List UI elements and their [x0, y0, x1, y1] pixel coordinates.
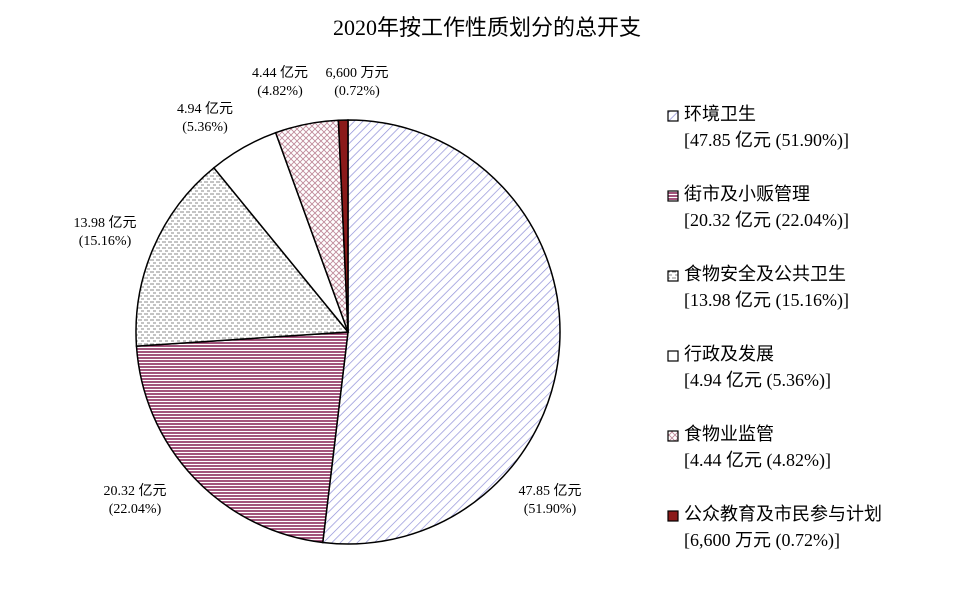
- legend-value: [20.32 亿元 (22.04%)]: [684, 210, 849, 231]
- legend-value: [4.94 亿元 (5.36%)]: [684, 370, 831, 391]
- legend-label: 行政及发展: [684, 344, 774, 364]
- data-label: 47.85 亿元: [519, 483, 582, 499]
- legend-swatch: [667, 190, 679, 202]
- data-label: 4.44 亿元: [252, 65, 308, 81]
- legend-swatch: [667, 430, 679, 442]
- legend-label: 公众教育及市民参与计划: [684, 504, 882, 524]
- pie-slice: [321, 119, 561, 545]
- legend-label: 食物业监管: [684, 424, 774, 444]
- legend-label: 食物安全及公共卫生: [684, 264, 846, 284]
- legend-swatch: [667, 510, 679, 522]
- legend-value: [13.98 亿元 (15.16%)]: [684, 290, 849, 311]
- legend-value: [47.85 亿元 (51.90%)]: [684, 130, 849, 151]
- legend-value: [4.44 亿元 (4.82%)]: [684, 450, 831, 471]
- legend-label: 环境卫生: [684, 104, 756, 124]
- legend-label: 街市及小贩管理: [684, 184, 810, 204]
- data-label: 20.32 亿元: [104, 483, 167, 499]
- data-label: 6,600 万元: [326, 66, 389, 81]
- data-label: 13.98 亿元: [74, 215, 137, 231]
- data-label: (4.82%): [257, 84, 303, 99]
- pie-slice: [135, 331, 349, 544]
- pie-slice: [337, 119, 349, 333]
- legend-swatch: [667, 270, 679, 282]
- data-label: (22.04%): [109, 502, 162, 517]
- legend-swatch: [667, 350, 679, 362]
- data-label: (51.90%): [524, 502, 577, 517]
- legend-value: [6,600 万元 (0.72%)]: [684, 530, 840, 551]
- legend-swatch: [667, 110, 679, 122]
- data-label: 4.94 亿元: [177, 101, 233, 117]
- data-label: (0.72%): [334, 84, 380, 99]
- data-label: (5.36%): [182, 120, 228, 135]
- chart-title: 2020年按工作性质划分的总开支: [333, 15, 641, 40]
- data-label: (15.16%): [79, 234, 132, 249]
- pie-slice: [135, 166, 350, 347]
